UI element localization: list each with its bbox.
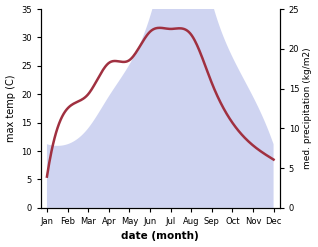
Y-axis label: med. precipitation (kg/m2): med. precipitation (kg/m2) [303,48,313,169]
Y-axis label: max temp (C): max temp (C) [5,75,16,142]
X-axis label: date (month): date (month) [121,231,199,242]
